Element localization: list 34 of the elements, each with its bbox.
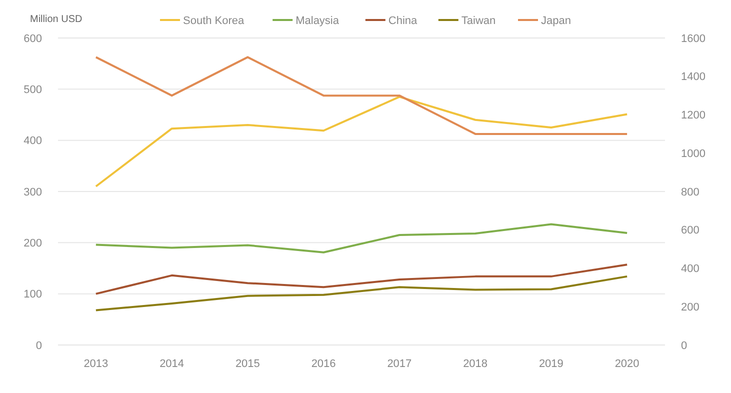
x-tick-label: 2015 — [235, 358, 260, 370]
x-tick-label: 2020 — [614, 358, 640, 370]
legend-label: Japan — [541, 15, 571, 27]
y-tick-label: 200 — [24, 238, 42, 250]
legend-label: Taiwan — [461, 15, 496, 27]
line-series — [94, 223, 628, 254]
legend-label: China — [388, 15, 418, 27]
line-series — [94, 96, 628, 188]
y-tick-label: 400 — [24, 135, 42, 148]
y-tick-label: 100 — [24, 288, 42, 301]
line-series — [94, 275, 628, 312]
x-tick-label: 2016 — [311, 358, 336, 370]
y2-tick-label: 1400 — [681, 71, 706, 84]
y-tick-label: 0 — [36, 340, 42, 352]
y-tick-label: 500 — [24, 84, 42, 96]
legend-label: South Korea — [183, 15, 246, 27]
x-tick-label: 2013 — [84, 358, 108, 370]
x-tick-label: 2018 — [463, 358, 488, 370]
x-tick-label: 2019 — [538, 358, 564, 370]
y2-tick-label: 400 — [681, 263, 700, 276]
line-series — [94, 264, 628, 295]
y-tick-label: 600 — [24, 32, 42, 45]
y2-tick-label: 800 — [681, 186, 700, 198]
y2-tick-label: 1200 — [681, 110, 706, 122]
legend-label: Malaysia — [296, 15, 340, 27]
y2-tick-label: 0 — [681, 340, 688, 352]
x-tick-label: 2017 — [387, 358, 412, 370]
y-tick-label: 300 — [24, 186, 42, 198]
y-axis-title: Million USD — [30, 14, 82, 25]
y2-tick-label: 600 — [681, 224, 700, 237]
y2-tick-label: 200 — [681, 301, 700, 314]
y2-tick-label: 1600 — [681, 32, 706, 45]
x-tick-label: 2014 — [160, 358, 184, 370]
y2-tick-label: 1000 — [681, 148, 706, 160]
